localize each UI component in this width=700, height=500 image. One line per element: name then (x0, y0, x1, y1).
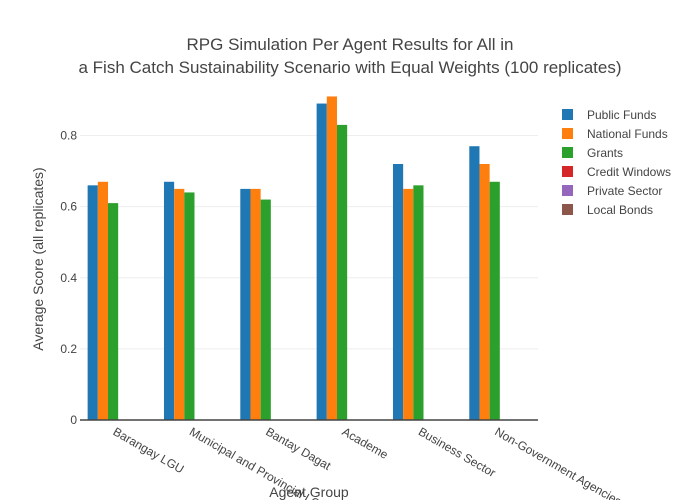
bar-national-funds[interactable] (97, 181, 108, 420)
y-tick-labels: 0 0.2 0.4 0.6 0.8 (60, 129, 77, 427)
x-tick-label: Barangay LGU (111, 424, 187, 476)
x-tick-label: Non-Government Agencies (492, 424, 624, 500)
y-tick-label: 0.4 (60, 271, 77, 285)
chart-title-line-1: RPG Simulation Per Agent Results for All… (187, 35, 514, 54)
legend: Public Funds National Funds Grants Credit W… (562, 108, 671, 217)
bar-grants[interactable] (184, 192, 195, 420)
bar-public-funds[interactable] (240, 188, 251, 420)
legend-label[interactable]: Local Bonds (587, 203, 653, 217)
x-tick-labels: Barangay LGU Municipal and Provincial LGU… (111, 424, 624, 500)
bar-grants[interactable] (107, 203, 119, 420)
legend-swatch[interactable] (562, 185, 573, 196)
bar-marks (87, 96, 500, 421)
legend-label[interactable]: National Funds (587, 127, 668, 141)
x-tick-label: Academe (340, 424, 391, 462)
bar-public-funds[interactable] (87, 185, 98, 420)
y-tick-label: 0.8 (60, 129, 77, 143)
x-tick-label: Business Sector (416, 424, 498, 479)
chart-title-line-2: a Fish Catch Sustainability Scenario wit… (78, 58, 621, 77)
bar-public-funds[interactable] (163, 181, 175, 420)
bar-grants[interactable] (336, 124, 348, 420)
bar-grants[interactable] (413, 185, 424, 420)
y-axis-title: Average Score (all replicates) (30, 167, 46, 350)
legend-swatch[interactable] (562, 128, 573, 139)
legend-label[interactable]: Credit Windows (587, 165, 671, 179)
bar-national-funds[interactable] (326, 96, 337, 420)
x-axis-title: Agent Group (269, 484, 349, 500)
bar-grants[interactable] (260, 199, 271, 420)
bar-national-funds[interactable] (479, 164, 490, 420)
bar-public-funds[interactable] (316, 103, 327, 421)
legend-swatch[interactable] (562, 204, 573, 215)
legend-swatch[interactable] (562, 109, 573, 120)
x-tick-label: Bantay Dagat (263, 424, 334, 473)
y-tick-label: 0.2 (60, 342, 77, 356)
legend-label[interactable]: Private Sector (587, 184, 662, 198)
bar-public-funds[interactable] (469, 146, 480, 420)
y-gridlines (80, 135, 538, 350)
legend-label[interactable]: Grants (587, 146, 623, 160)
y-tick-label: 0 (70, 413, 77, 427)
bar-grants[interactable] (489, 181, 500, 420)
legend-swatch[interactable] (562, 166, 573, 177)
y-tick-label: 0.6 (60, 200, 77, 214)
bar-national-funds[interactable] (403, 188, 414, 420)
legend-label[interactable]: Public Funds (587, 108, 656, 122)
bar-public-funds[interactable] (392, 164, 404, 420)
bar-national-funds[interactable] (250, 188, 261, 420)
bar-national-funds[interactable] (174, 188, 185, 420)
legend-swatch[interactable] (562, 147, 573, 158)
